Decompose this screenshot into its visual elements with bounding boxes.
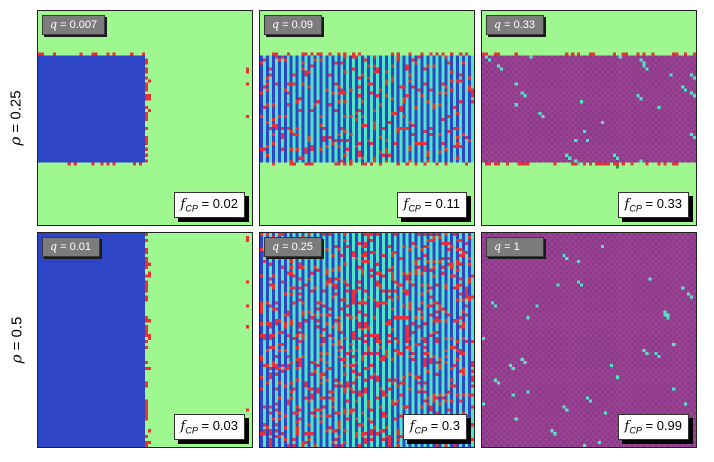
lattice-panel: q = 0.01 fCP = 0.03	[37, 232, 253, 448]
q-value-label: q = 0.33	[486, 15, 544, 35]
rho-value: = 0.25	[8, 90, 25, 137]
row-label-rho-025: ρ = 0.25	[2, 10, 30, 226]
q-value-label: q = 0.09	[264, 15, 322, 35]
q-value-label: q = 0.007	[42, 15, 106, 35]
fcp-value-label: fCP = 0.33	[617, 192, 689, 218]
fcp-value-label: fCP = 0.99	[617, 414, 689, 440]
fcp-value-label: fCP = 0.02	[173, 192, 245, 218]
fcp-value-label: fCP = 0.11	[396, 192, 467, 218]
lattice-panel: q = 0.007 fCP = 0.02	[37, 10, 253, 226]
row-label-rho-05: ρ = 0.5	[2, 232, 30, 448]
q-value-label: q = 0.01	[42, 237, 100, 257]
lattice-panel: q = 0.33 fCP = 0.33	[481, 10, 697, 226]
rho-value: = 0.5	[8, 316, 25, 355]
lattice-panel: q = 1 fCP = 0.99	[481, 232, 697, 448]
rho-symbol: ρ	[7, 136, 25, 146]
lattice-state	[260, 52, 474, 166]
lattice-state	[482, 233, 696, 447]
q-value-label: q = 0.25	[264, 237, 322, 257]
lattice-panel: q = 0.09 fCP = 0.11	[259, 10, 475, 226]
rho-symbol: ρ	[7, 354, 25, 364]
lattice-state	[38, 233, 250, 447]
lattice-state	[482, 52, 696, 169]
fcp-value-label: fCP = 0.03	[173, 414, 245, 440]
fcp-value-label: fCP = 0.3	[402, 414, 467, 440]
lattice-panel: q = 0.25 fCP = 0.3	[259, 232, 475, 448]
lattice-state	[38, 52, 250, 166]
q-value-label: q = 1	[486, 237, 544, 257]
lattice-state	[260, 233, 474, 447]
